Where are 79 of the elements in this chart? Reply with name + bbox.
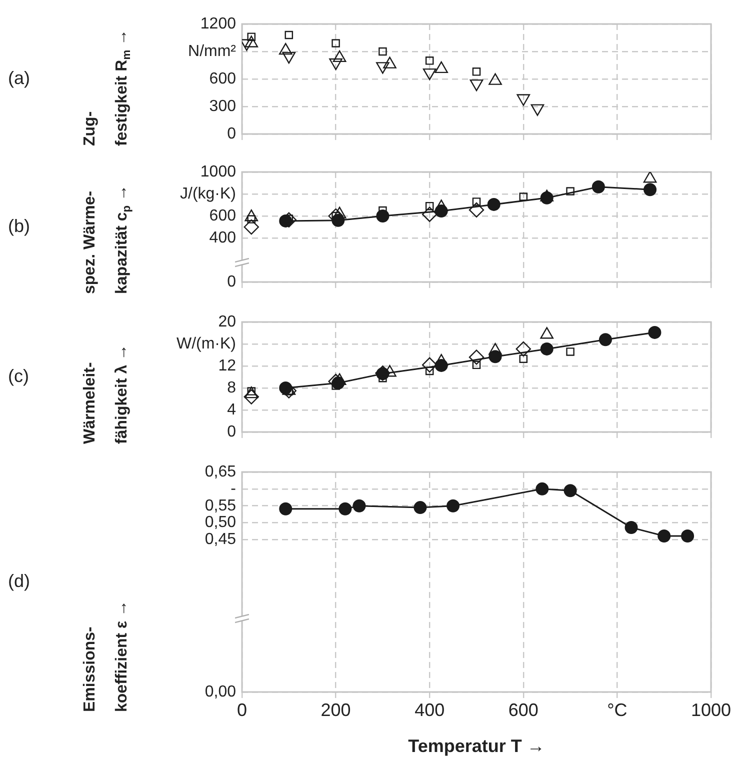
point bbox=[422, 357, 438, 372]
y-tick-label: 4 bbox=[227, 401, 236, 418]
y-tick-label: 0 bbox=[227, 125, 236, 142]
y-tick-label: 600 bbox=[209, 70, 236, 88]
point bbox=[468, 202, 484, 218]
point bbox=[516, 94, 530, 106]
y-axis-title: Zug- festigkeit Rm → bbox=[81, 29, 133, 146]
x-tick-label: 1000 bbox=[690, 700, 732, 720]
y-axis-title: Wärmeleit- fähigkeit λ → bbox=[81, 344, 130, 444]
point bbox=[566, 348, 574, 356]
point bbox=[472, 198, 481, 206]
y-tick-label: 12 bbox=[218, 357, 236, 374]
y-tick-label: 1200 bbox=[200, 15, 236, 32]
point bbox=[624, 521, 638, 534]
point bbox=[282, 52, 296, 64]
text: (a) bbox=[8, 68, 30, 88]
y-tick-label: J/(kg·K) bbox=[180, 185, 236, 202]
y-tick-label: 0,00 bbox=[204, 683, 236, 700]
point bbox=[519, 192, 528, 201]
y-tick-label: 600 bbox=[209, 207, 236, 224]
text: (c) bbox=[8, 366, 29, 386]
point bbox=[566, 187, 574, 196]
y-tick-label: 0,55 bbox=[204, 497, 236, 514]
y-tick-label: 0,65 bbox=[204, 463, 236, 480]
point bbox=[487, 198, 500, 211]
y-tick-label: - bbox=[230, 480, 236, 498]
y-tick-label: 0 bbox=[227, 423, 236, 440]
point bbox=[519, 354, 528, 363]
point bbox=[681, 529, 694, 542]
point bbox=[378, 47, 387, 56]
point bbox=[598, 333, 612, 346]
text: (d) bbox=[8, 570, 30, 591]
point bbox=[540, 342, 554, 356]
x-axis-title: Temperatur T → bbox=[408, 736, 545, 756]
point bbox=[244, 219, 259, 235]
point bbox=[472, 360, 481, 370]
x-tick-label: 200 bbox=[320, 700, 351, 720]
y-tick-label: 400 bbox=[209, 229, 236, 246]
point bbox=[536, 482, 549, 496]
point bbox=[648, 326, 662, 339]
point bbox=[332, 39, 340, 48]
point bbox=[592, 180, 605, 194]
point bbox=[338, 502, 352, 516]
point bbox=[446, 499, 460, 512]
point bbox=[658, 529, 671, 542]
x-tick-label: 400 bbox=[414, 700, 445, 720]
point bbox=[564, 484, 577, 498]
point bbox=[329, 58, 342, 70]
point bbox=[279, 502, 292, 516]
point bbox=[244, 389, 259, 404]
y-tick-label: 1000 bbox=[200, 163, 236, 180]
y-tick-label: 8 bbox=[227, 379, 236, 396]
point bbox=[352, 499, 366, 512]
x-tick-label: °C bbox=[607, 700, 628, 720]
x-tick-label: 600 bbox=[508, 700, 538, 720]
point bbox=[468, 350, 484, 365]
y-tick-label: N/mm² bbox=[188, 42, 237, 60]
text: (b) bbox=[8, 216, 30, 236]
point bbox=[414, 501, 427, 514]
point bbox=[425, 366, 434, 376]
y-tick-label: W/(m·K) bbox=[176, 335, 236, 352]
y-tick-label: 0,45 bbox=[204, 531, 236, 548]
point bbox=[643, 172, 657, 183]
point bbox=[284, 30, 294, 40]
point bbox=[516, 341, 531, 357]
point bbox=[470, 79, 484, 92]
point bbox=[425, 202, 434, 210]
y-tick-label: 20 bbox=[218, 313, 236, 330]
y-tick-label: 0 bbox=[227, 273, 236, 290]
point bbox=[472, 68, 481, 76]
point bbox=[422, 206, 438, 222]
y-tick-label: 300 bbox=[209, 98, 236, 115]
point bbox=[422, 68, 436, 80]
y-axis-title: Emissions- koeffizient ε → bbox=[81, 600, 130, 712]
point bbox=[644, 183, 657, 196]
y-tick-label: 0,50 bbox=[204, 514, 236, 532]
point bbox=[425, 56, 434, 65]
point bbox=[530, 104, 544, 116]
point bbox=[376, 62, 390, 74]
